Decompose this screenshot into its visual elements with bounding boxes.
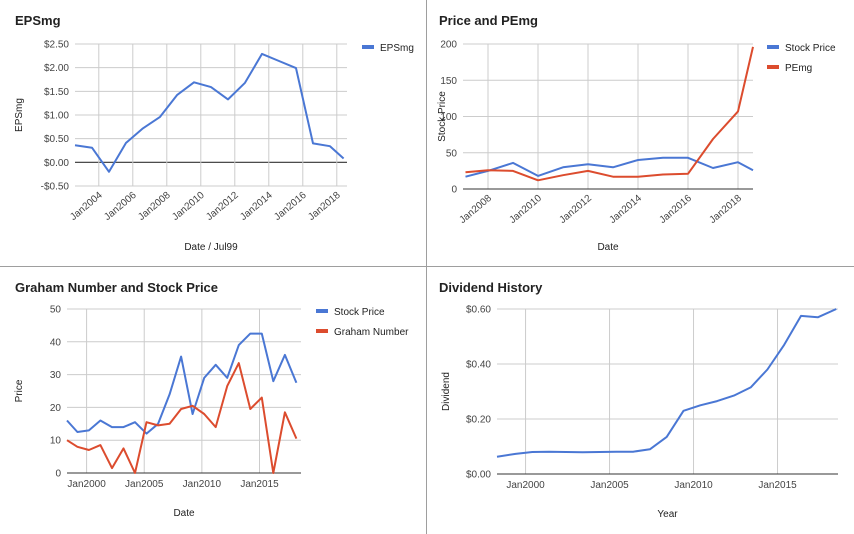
x-tick-label: Jan2008	[457, 193, 494, 226]
y-tick-label: 0	[55, 469, 61, 480]
y-axis-title: Dividend	[441, 372, 452, 411]
x-axis-title: Date	[597, 242, 619, 253]
series-line-0	[465, 156, 754, 178]
y-tick-label: 30	[50, 370, 62, 381]
y-tick-label: $0.00	[44, 158, 69, 169]
y-tick-label: -$0.50	[41, 182, 70, 193]
x-tick-label: Jan2000	[67, 479, 106, 490]
x-tick-label: Jan2005	[590, 480, 629, 491]
epsmg-chart: EPSmg $2.50 $2.00 $1.50 $1.00 $0.50 $0.00 -$0.5…	[0, 0, 426, 266]
x-tick-label: Jan2018	[306, 190, 343, 223]
x-tick-label: Jan2014	[238, 190, 275, 223]
legend-swatch	[767, 45, 779, 49]
y-tick-label: 0	[451, 185, 457, 196]
y-axis-title: EPSmg	[14, 98, 25, 132]
x-tick-label: Jan2004	[68, 190, 105, 223]
series-line-0	[66, 332, 298, 435]
y-tick-label: 200	[440, 40, 457, 51]
x-tick-label: Jan2008	[136, 190, 173, 223]
dividend-history-chart: Dividend History $0.60 $0.40 $0.20 $0.00 Jan2…	[427, 267, 854, 534]
y-tick-label: $0.00	[466, 470, 491, 481]
x-axis-title: Year	[657, 509, 678, 520]
y-tick-label: 50	[446, 148, 458, 159]
chart-title: Price and PEmg	[439, 13, 538, 28]
y-tick-label: $1.00	[44, 111, 69, 122]
legend-swatch	[316, 329, 328, 333]
y-tick-label: 50	[50, 305, 62, 316]
legend-label: EPSmg	[380, 43, 414, 54]
y-tick-label: $2.00	[44, 63, 69, 74]
chart-title: Graham Number and Stock Price	[15, 280, 218, 295]
legend-swatch	[767, 65, 779, 69]
legend-label: Stock Price	[785, 43, 836, 54]
x-tick-label: Jan2015	[240, 479, 279, 490]
x-tick-label: Jan2016	[272, 190, 309, 223]
y-axis-title: Stock Price	[437, 91, 448, 142]
y-axis-title: Price	[14, 379, 25, 402]
legend-label: Graham Number	[334, 327, 409, 338]
x-tick-label: Jan2018	[707, 193, 744, 226]
legend-swatch	[362, 45, 374, 49]
y-tick-label: $0.60	[466, 305, 491, 316]
x-tick-label: Jan2014	[607, 193, 644, 226]
x-tick-label: Jan2010	[183, 479, 222, 490]
x-tick-label: Jan2016	[657, 193, 694, 226]
legend-swatch	[316, 309, 328, 313]
x-tick-label: Jan2010	[507, 193, 544, 226]
y-tick-label: 100	[440, 112, 457, 123]
x-tick-label: Jan2006	[102, 190, 139, 223]
legend-label: Stock Price	[334, 307, 385, 318]
chart-title: EPSmg	[15, 13, 61, 28]
y-tick-label: 10	[50, 436, 62, 447]
x-tick-label: Jan2010	[170, 190, 207, 223]
graham-number-chart: Graham Number and Stock Price 50 40 30 20 10 0…	[0, 267, 426, 534]
series-line-1	[66, 362, 298, 474]
y-tick-label: $0.50	[44, 134, 69, 145]
series-line-0	[496, 308, 837, 458]
chart-title: Dividend History	[439, 280, 543, 295]
x-tick-label: Jan2010	[674, 480, 713, 491]
x-tick-label: Jan2012	[204, 190, 241, 223]
horizontal-divider	[0, 266, 854, 267]
x-axis-title: Date / Jul99	[184, 242, 238, 253]
y-tick-label: 40	[50, 337, 62, 348]
series-line-1	[465, 46, 754, 182]
x-tick-label: Jan2012	[557, 193, 594, 226]
legend-label: PEmg	[785, 63, 812, 74]
x-tick-label: Jan2000	[506, 480, 545, 491]
series-line-0	[74, 52, 345, 173]
y-tick-label: $1.50	[44, 87, 69, 98]
vertical-divider	[426, 0, 427, 534]
y-tick-label: 20	[50, 403, 62, 414]
y-tick-label: 150	[440, 76, 457, 87]
x-axis-title: Date	[173, 508, 195, 519]
y-tick-label: $0.40	[466, 360, 491, 371]
x-tick-label: Jan2005	[125, 479, 164, 490]
y-tick-label: $0.20	[466, 415, 491, 426]
x-tick-label: Jan2015	[758, 480, 797, 491]
y-tick-label: $2.50	[44, 40, 69, 51]
